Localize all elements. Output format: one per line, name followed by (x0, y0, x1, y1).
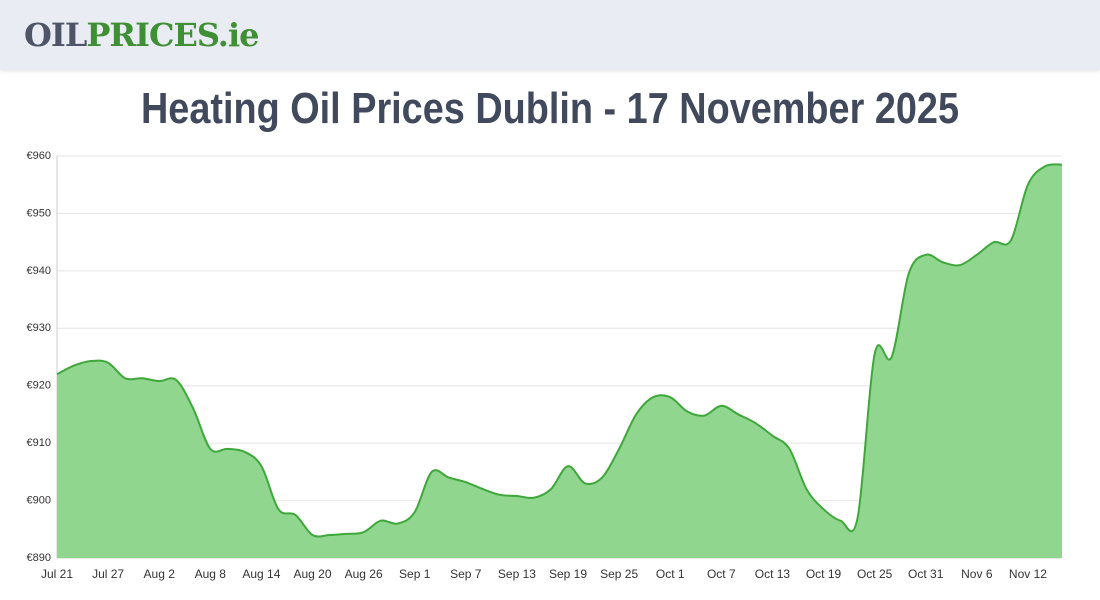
x-tick-label: Sep 1 (399, 567, 431, 581)
x-tick-label: Jul 27 (92, 567, 124, 581)
y-tick-label: €900 (27, 494, 51, 506)
line (56, 163, 1063, 538)
x-tick-label: Aug 8 (195, 567, 227, 581)
x-tick-label: Oct 25 (857, 567, 893, 581)
logo-text: PRICES (86, 16, 218, 54)
x-tick-label: Aug 26 (345, 567, 383, 581)
logo[interactable]: OILPRICES.ie (24, 16, 260, 54)
header: OILPRICES.ie (0, 0, 1100, 70)
y-tick-label: €960 (27, 150, 51, 162)
x-tick-label: Sep 25 (600, 567, 638, 581)
x-tick-label: Oct 1 (656, 567, 685, 581)
chart-title: Heating Oil Prices Dublin - 17 November … (140, 84, 960, 133)
area-fill (57, 164, 1062, 558)
x-tick-label: Aug 2 (144, 567, 176, 581)
x-tick-label: Oct 19 (806, 567, 842, 581)
x-tick-label: Jul 21 (41, 567, 73, 581)
y-tick-label: €910 (27, 437, 51, 449)
y-tick-label: €940 (27, 265, 51, 277)
x-tick-label: Oct 13 (755, 567, 791, 581)
x-tick-label: Sep 13 (498, 567, 536, 581)
x-tick-label: Nov 12 (1009, 567, 1047, 581)
y-tick-label: €950 (27, 207, 51, 219)
x-tick-label: Sep 7 (450, 567, 482, 581)
x-tick-label: Sep 19 (549, 567, 587, 581)
y-tick-label: €930 (27, 322, 51, 334)
x-tick-label: Nov 6 (961, 567, 993, 581)
x-tick-label: Aug 20 (293, 567, 331, 581)
logo-text: .ie (217, 16, 260, 54)
x-tick-label: Oct 31 (908, 567, 944, 581)
x-tick-label: Oct 7 (707, 567, 736, 581)
y-tick-label: €890 (27, 552, 51, 564)
y-tick-label: €920 (27, 380, 51, 392)
x-tick-label: Aug 14 (242, 567, 280, 581)
logo-text: OIL (24, 16, 87, 54)
